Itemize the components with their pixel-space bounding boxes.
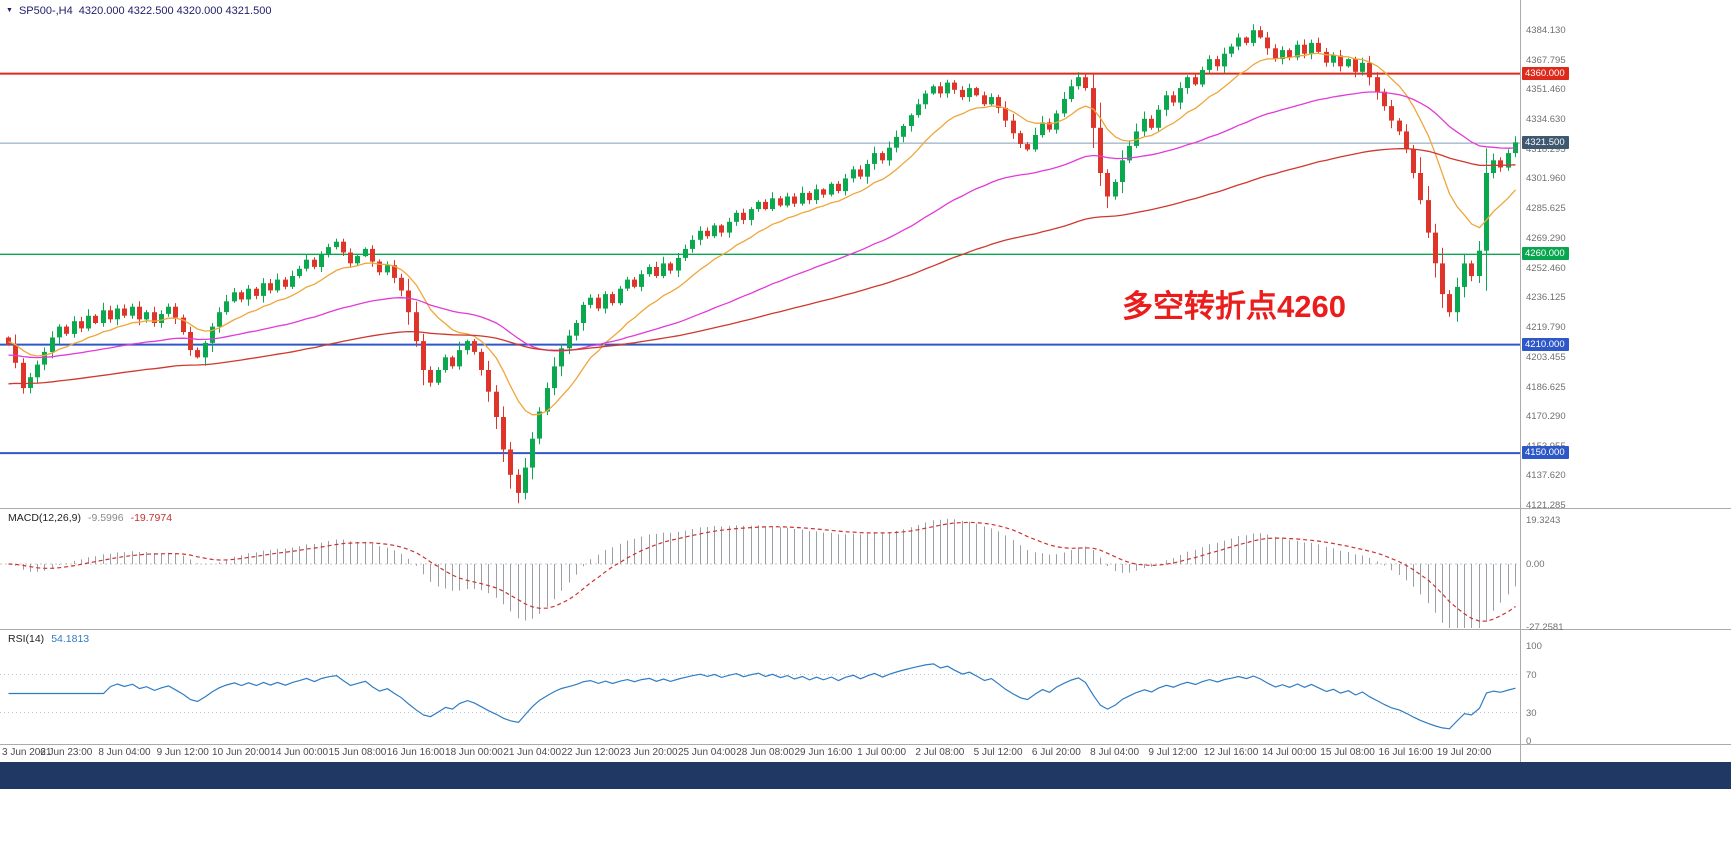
fast-ma: [8, 52, 1516, 416]
macd-signal-line: [8, 521, 1516, 622]
macd-label: MACD(12,26,9) -9.5996 -19.7974: [8, 512, 179, 524]
candles-layer: [6, 24, 1518, 504]
rsi-line: [8, 663, 1516, 730]
macd-signal-value: -19.7974: [130, 512, 173, 524]
chart-annotation: 多空转折点4260: [1122, 289, 1346, 324]
rsi-name: RSI(14): [8, 633, 45, 645]
chart-header: ▼ SP500-,H4 4320.000 4322.500 4320.000 432…: [6, 5, 277, 17]
ohlc-values: 4320.000 4322.500 4320.000 4321.500: [78, 5, 272, 17]
symbol-period-label: SP500-,H4: [18, 5, 73, 17]
macd-histogram: [15, 518, 1516, 628]
slow-ma: [8, 148, 1516, 385]
macd-main-value: -9.5996: [87, 512, 124, 524]
rsi-label: RSI(14) 54.1813: [8, 633, 96, 645]
mid-ma: [8, 91, 1516, 359]
macd-name: MACD(12,26,9): [8, 512, 81, 524]
triangle-icon: ▼: [6, 7, 13, 14]
status-bar: [0, 762, 1731, 789]
rsi-value: 54.1813: [51, 633, 90, 645]
